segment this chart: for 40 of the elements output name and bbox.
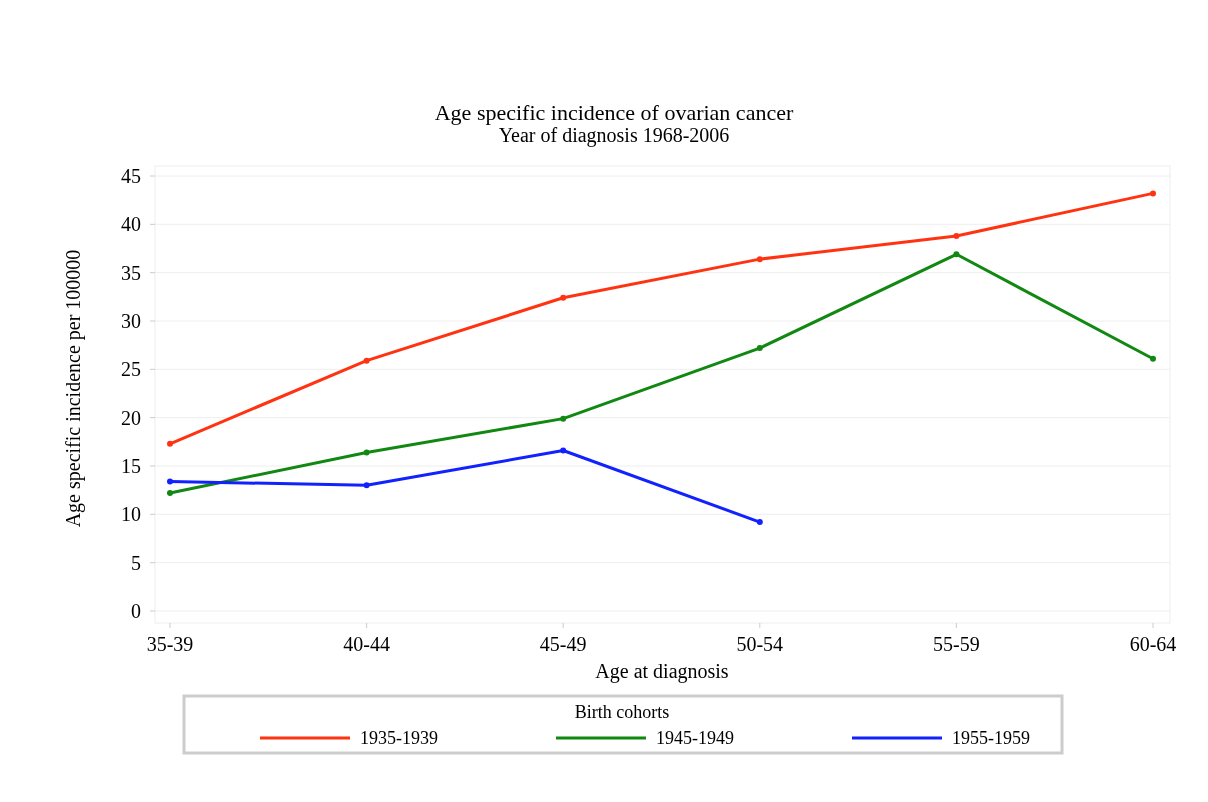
legend-label: 1955-1959 bbox=[952, 728, 1030, 748]
point bbox=[560, 447, 567, 454]
point bbox=[560, 294, 567, 301]
point bbox=[167, 490, 173, 497]
y-tick-label: 20 bbox=[121, 406, 141, 429]
y-tick-label: 40 bbox=[121, 213, 141, 236]
point bbox=[953, 251, 960, 258]
point bbox=[756, 345, 763, 352]
y-tick-label: 10 bbox=[121, 503, 141, 526]
x-tick-label: 35-39 bbox=[146, 633, 194, 655]
y-tick-label: 35 bbox=[121, 261, 141, 284]
point bbox=[560, 415, 567, 422]
x-tick-label: 50-54 bbox=[736, 633, 784, 655]
y-tick-label: 0 bbox=[131, 600, 141, 622]
legend-label: 1945-1949 bbox=[656, 728, 734, 748]
point bbox=[756, 519, 763, 526]
y-tick-label: 25 bbox=[121, 358, 141, 381]
point bbox=[953, 232, 960, 239]
x-tick-label: 60-64 bbox=[1129, 633, 1177, 655]
point bbox=[1150, 190, 1156, 197]
y-tick-label: 15 bbox=[121, 455, 141, 477]
point bbox=[1150, 355, 1156, 362]
y-tick-label: 5 bbox=[131, 551, 141, 574]
y-tick-label: 30 bbox=[121, 310, 141, 332]
point bbox=[167, 440, 173, 447]
point bbox=[363, 449, 370, 456]
x-tick-label: 55-59 bbox=[933, 633, 980, 655]
point bbox=[363, 482, 370, 489]
y-tick-label: 45 bbox=[121, 165, 141, 187]
x-tick-label: 45-49 bbox=[539, 633, 587, 655]
legend-title: Birth cohorts bbox=[574, 702, 670, 722]
point bbox=[167, 478, 173, 485]
y-axis-title: Age specific incidence per 100000 bbox=[62, 249, 85, 528]
chart-title: Age specific incidence of ovarian cancer bbox=[434, 100, 794, 125]
x-axis-title: Age at diagnosis bbox=[595, 660, 729, 683]
x-tick-label: 40-44 bbox=[343, 633, 390, 655]
chart-subtitle: Year of diagnosis 1968-2006 bbox=[498, 124, 730, 147]
legend-label: 1935-1939 bbox=[360, 728, 438, 748]
point bbox=[756, 256, 763, 263]
point bbox=[363, 357, 370, 364]
